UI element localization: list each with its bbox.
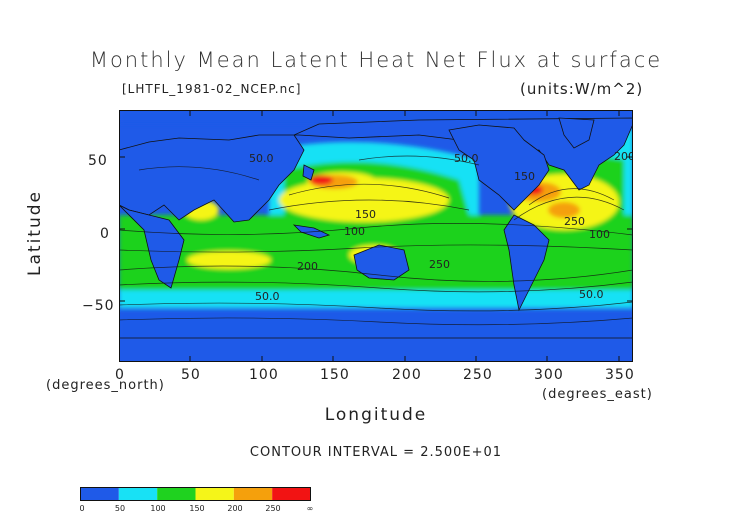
contour-label: 250 <box>429 258 450 271</box>
land <box>119 117 633 362</box>
y-units-label: (degrees_north) <box>46 378 165 393</box>
colorbar-tick: 0 <box>79 504 85 513</box>
patch-orange-atlantic <box>548 202 580 218</box>
land-australia <box>353 244 410 281</box>
colorbar-tick: 100 <box>150 504 166 513</box>
land-indonesia <box>292 224 331 239</box>
colorbar <box>80 487 311 501</box>
x-tick-200: 200 <box>392 367 422 383</box>
colorbar-swatch <box>195 487 234 501</box>
contour-label: 200 <box>297 260 318 273</box>
plot-title: Monthly Mean Latent Heat Net Flux at sur… <box>89 48 663 72</box>
contour-label: 50.0 <box>579 288 604 301</box>
land-antarctica <box>119 337 633 362</box>
land-japan <box>302 164 315 181</box>
x-tick-300: 300 <box>534 367 564 383</box>
contour-labels: 50.0 100 150 200 250 50.0 100 150 200 25… <box>249 150 633 303</box>
colorbar-tick: 50 <box>114 504 126 513</box>
flux-map: 50.0 100 150 200 250 50.0 100 150 200 25… <box>119 110 633 362</box>
colorbar-tick: 250 <box>265 504 281 513</box>
colorbar-swatch <box>80 487 119 501</box>
colorbar-swatch <box>157 487 196 501</box>
x-tick-350: 350 <box>605 367 635 383</box>
colorbar-swatch <box>233 487 273 501</box>
contour-interval: CONTOUR INTERVAL = 2.500E+01 <box>249 445 503 460</box>
patch-red-kuroshio <box>309 175 333 185</box>
plot-frame <box>119 110 633 362</box>
file-name: [LHTFL_1981-02_NCEP.nc] <box>122 82 302 96</box>
contour-label: 150 <box>355 208 376 221</box>
colorbar-swatch <box>272 487 311 501</box>
contour-label: 100 <box>344 225 365 238</box>
x-tick-250: 250 <box>463 367 493 383</box>
x-tick-0: 0 <box>115 367 125 383</box>
x-units-label: (degrees_east) <box>542 387 653 402</box>
x-tick-150: 150 <box>320 367 350 383</box>
contour-label: 100 <box>589 228 610 241</box>
contour-label: 50.0 <box>249 152 274 165</box>
x-tick-50: 50 <box>181 367 201 383</box>
land-north-america <box>448 124 550 211</box>
y-tick-0: 0 <box>100 226 110 242</box>
x-axis-label: Longitude <box>324 405 428 425</box>
units-label: (units:W/m^2) <box>520 80 644 98</box>
contours <box>119 155 633 326</box>
y-tick-50: 50 <box>88 153 108 169</box>
colorbar-tick: 150 <box>189 504 205 513</box>
colorbar-tick: ∞ <box>306 504 314 513</box>
land-south-america <box>503 214 550 312</box>
contour-label: 200 <box>614 150 633 163</box>
land-greenland <box>558 117 595 149</box>
colorbar-swatch <box>118 487 158 501</box>
contour-label: 250 <box>564 215 585 228</box>
colorbar-tick: 200 <box>227 504 243 513</box>
patch-yellow-indian <box>187 251 271 269</box>
contour-label: 50.0 <box>255 290 280 303</box>
x-tick-100: 100 <box>249 367 279 383</box>
y-axis-label: Latitude <box>25 190 45 276</box>
y-tick-minus50: −50 <box>82 298 115 314</box>
frame-ticks <box>119 110 633 362</box>
contour-label: 50.0 <box>454 152 479 165</box>
contour-label: 150 <box>514 170 535 183</box>
